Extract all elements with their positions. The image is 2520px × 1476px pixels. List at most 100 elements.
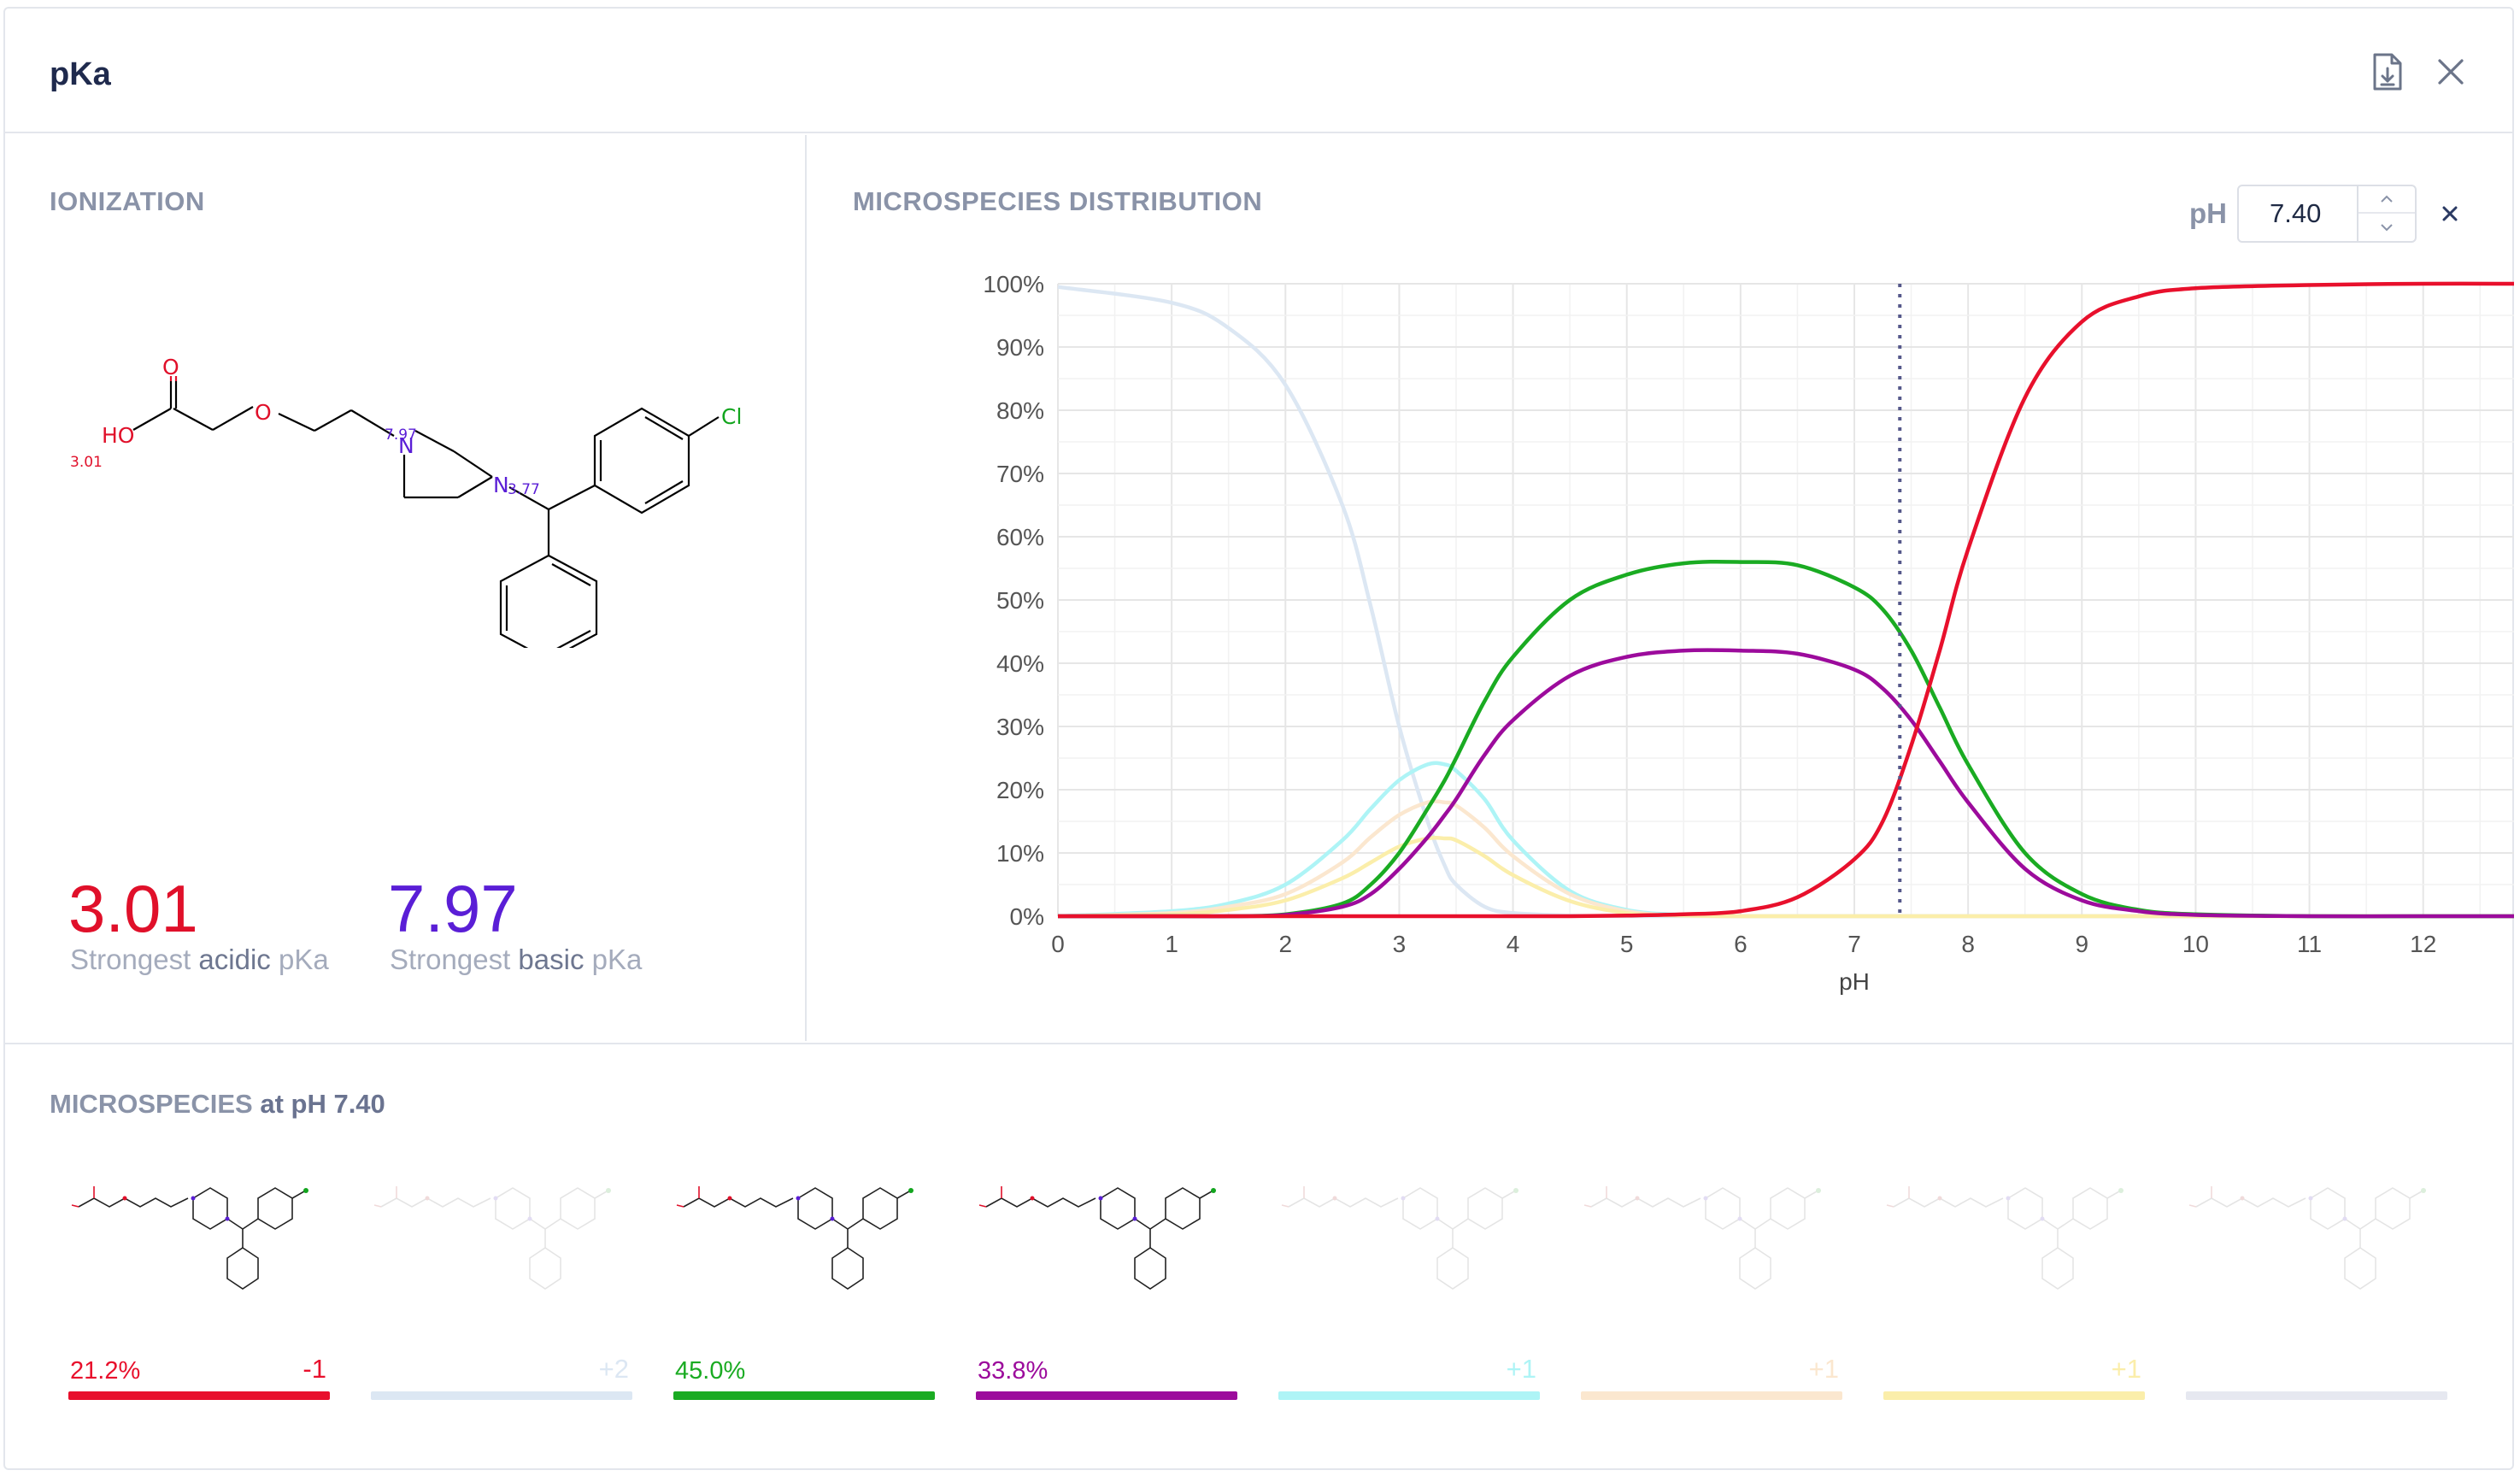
acidic-caption-word-2: acidic [198,944,271,975]
y-tick-label: 90% [996,334,1044,361]
acidic-caption-word-1: Strongest [70,944,191,975]
microspecies-structure [1281,1186,1518,1290]
x-tick-label: 10 [2182,931,2209,957]
microspecies-molecule [1278,1156,1540,1348]
microspecies-molecule [68,1156,330,1348]
acidic-pka-value: 3.01 [68,871,198,946]
y-tick-label: 10% [996,840,1044,867]
x-tick-label: 6 [1734,931,1748,957]
distribution-chart: 012345678910111213140%10%20%30%40%50%60%… [983,271,2514,995]
microspecies-structure [2188,1186,2426,1290]
ph-input-value[interactable]: 7.40 [2270,198,2322,228]
atom-label-cl: Cl [721,404,742,429]
pka-panel: pKa IONIZATION [3,7,2514,1470]
microspecies-card[interactable]: 21.2% -1 [68,1156,330,1412]
ionization-title: IONIZATION [50,186,205,216]
basic-caption-word-2: basic [518,944,584,975]
y-tick-label: 100% [983,271,1044,297]
microspecies-charge: +2 [598,1354,629,1384]
microspecies-card[interactable]: +1 [1278,1156,1540,1412]
y-tick-label: 30% [996,714,1044,740]
acidic-caption-word-3: pKa [278,944,329,975]
site-label-base-2: 3.77 [508,481,540,498]
microspecies-color-bar [976,1391,1237,1400]
chevron-up-icon [2381,195,2393,203]
microspecies-color-bar [1883,1391,2145,1400]
microspecies-percent: 45.0% [675,1357,746,1385]
ph-decrement-button[interactable] [2358,214,2415,241]
series-line-5 [1057,648,2514,919]
basic-pka-value: 7.97 [388,871,518,946]
microspecies-card[interactable]: +1 [1883,1156,2145,1412]
y-tick-label: 70% [996,461,1044,487]
microspecies-molecule [1581,1156,1842,1348]
close-button[interactable] [2429,50,2473,94]
microspecies-percent: 21.2% [70,1357,141,1385]
microspecies-molecule [673,1156,935,1348]
microspecies-structure [373,1186,611,1290]
acidic-pka-caption: Strongest acidic pKa [70,944,329,976]
x-tick-label: 2 [1278,931,1292,957]
series-line-1 [1057,761,2514,919]
microspecies-color-bar [673,1391,935,1400]
basic-caption-word-3: pKa [591,944,643,975]
y-tick-label: 80% [996,397,1044,424]
ph-input[interactable]: 7.40 [2237,185,2417,243]
microspecies-structure [71,1186,308,1290]
atom-label-carbonyl-o: O [162,355,179,379]
atom-label-n2: N [493,473,509,497]
series-line-3 [1057,835,2514,919]
series-line-6 [1057,281,2514,919]
series-line-4 [1057,559,2514,919]
site-label-acid: 3.01 [70,454,103,471]
basic-caption-word-1: Strongest [390,944,511,975]
microspecies-card[interactable]: 33.8% [976,1156,1237,1412]
microspecies-molecule [371,1156,632,1348]
microspecies-card[interactable] [2186,1156,2447,1412]
export-button[interactable] [2365,50,2410,94]
atom-label-n1: N [398,433,414,458]
microspecies-color-bar [2186,1391,2447,1400]
molecule-structure: O HO O N N Cl 3.01 7.97 3.77 [70,355,742,648]
microspecies-color-bar [371,1391,632,1400]
microspecies-card[interactable]: +1 [1581,1156,1842,1412]
microspecies-color-bar [1581,1391,1842,1400]
x-tick-label: 11 [2297,931,2322,957]
microspecies-structure [676,1186,913,1290]
close-icon [2438,59,2464,85]
microspecies-percent: 33.8% [978,1357,1049,1385]
x-tick-label: 3 [1393,931,1407,957]
close-icon [2442,206,2458,221]
y-tick-label: 40% [996,650,1044,677]
x-tick-label: 4 [1507,931,1520,957]
microspecies-card[interactable]: 45.0% [673,1156,935,1412]
file-download-icon [2373,53,2402,91]
basic-pka-caption: Strongest basic pKa [390,944,642,976]
ph-clear-button[interactable] [2435,199,2464,228]
page-title: pKa [50,56,111,92]
x-tick-label: 1 [1165,931,1178,957]
microspecies-charge: +1 [1506,1354,1536,1384]
microspecies-color-bar [1278,1391,1540,1400]
ph-label: pH [2189,197,2227,229]
microspecies-card[interactable]: +2 [371,1156,632,1412]
microspecies-charge: -1 [303,1354,326,1384]
panel-header: pKa [5,9,2512,133]
x-tick-label: 0 [1051,931,1065,957]
microspecies-section: MICROSPECIES at pH 7.40 21.2% -1 [5,1043,2512,1470]
microspecies-molecule [2186,1156,2447,1348]
microspecies-title-ph: at pH 7.40 [260,1089,385,1119]
ph-control: pH 7.40 [2189,185,2464,243]
x-tick-label: 12 [2410,931,2436,957]
x-tick-label: 9 [2075,931,2088,957]
ph-increment-button[interactable] [2358,186,2415,214]
x-tick-label: 7 [1847,931,1861,957]
y-tick-label: 60% [996,524,1044,550]
x-axis-title: pH [1839,968,1870,995]
atom-label-hydroxyl: HO [102,423,134,448]
distribution-section: MICROSPECIES DISTRIBUTION pH 7.40 [808,135,2514,1041]
ph-stepper [2357,186,2415,241]
microspecies-molecule [1883,1156,2145,1348]
y-tick-label: 50% [996,587,1044,614]
microspecies-charge: +1 [2111,1354,2141,1384]
